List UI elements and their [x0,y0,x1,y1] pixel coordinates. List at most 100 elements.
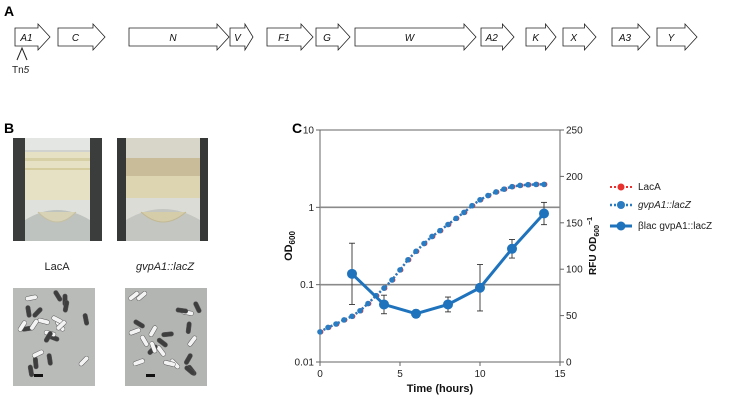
tn5-label: Tn5 [12,65,30,76]
x-tick-label: 10 [474,369,486,380]
blac-point [379,299,389,310]
gvpa1-point [365,300,371,307]
blac-point [411,308,421,319]
gvpa1-point [437,227,443,234]
gene-label-y: Y [668,33,676,44]
gene-y: Y [656,22,698,52]
gene-x: X [562,22,597,52]
y-tick-label: 1 [308,203,314,214]
gvpa1-point [381,285,387,292]
x-tick-label: 0 [317,369,323,380]
tube-photo-laca [13,138,102,241]
x-axis-ticks: 0 5 10 15 [317,362,566,380]
y2-axis-ticks: 0 50 100 150 200 250 [560,126,583,369]
gene-k: K [525,22,557,52]
gvpa1-point [341,317,347,323]
gvpa1-point [533,181,539,188]
gene-w: W [354,22,477,52]
y-tick-label: 0.01 [295,358,315,369]
gvpa1-point [349,313,355,320]
series-blac-line [347,201,549,319]
gvpa1-point [389,277,395,283]
legend-label-gvpa1: gvpA1::lacZ [638,200,692,211]
y2-axis-label: RFU OD600−1 [587,217,601,275]
y2-tick-label: 200 [566,172,583,183]
grid-lines [320,206,560,286]
y-axis-label: OD600 [283,231,297,261]
y-axis-ticks: 0.01 0.1 1 10 [295,126,320,369]
gene-label-n: N [169,33,177,44]
gvpa1-point [413,248,419,255]
blac-point [507,243,517,254]
gene-label-f1: F1 [278,33,290,44]
gvpa1-point [421,240,427,247]
blac-point [539,208,549,219]
panel-letter-c: C [292,120,302,136]
gvpa1-point [525,181,531,188]
micrograph-gvpa1 [125,288,207,386]
gvpa1-point [517,182,523,189]
gene-a3: A3 [611,22,651,52]
legend-entry-laca: LacA [610,182,661,193]
plot-frame [319,129,561,363]
tube-photo-gvpa1 [117,138,208,241]
gvpa1-point [429,233,435,240]
y2-tick-label: 50 [566,311,578,322]
series-od-lines [317,181,548,335]
gvpa1-point [397,267,403,273]
y2-tick-label: 0 [566,358,572,369]
legend-entry-blac: βlac gvpA1::lacZ [610,221,712,232]
gvpa1-point [445,221,451,228]
panel-letter-b: B [4,120,14,136]
y-tick-label: 0.1 [300,280,314,291]
y2-tick-label: 100 [566,265,583,276]
legend-entry-gvpa1: gvpA1::lacZ [610,200,692,211]
gene-label-v: V [234,33,242,44]
growth-chart: 0 5 10 15 0.01 0.1 1 10 0 50 100 150 200 250 Time (… [283,126,601,396]
gene-operon: A1 C N V F1 G W A2 K X A3 Y [14,22,698,52]
gene-label-x: X [569,33,577,44]
blac-point [475,282,485,293]
gvpa1-point [453,215,459,222]
legend-label-blac: βlac gvpA1::lacZ [638,221,712,232]
x-tick-label: 15 [554,369,566,380]
y2-tick-label: 150 [566,218,583,229]
gene-g: G [315,22,351,52]
gene-label-g: G [323,33,331,44]
gvpa1-point [541,181,547,188]
gene-label-w: W [405,33,416,44]
gvpa1-point [469,202,475,209]
gvpa1-point [357,307,363,314]
x-tick-label: 5 [397,369,403,380]
gvpa1-point [477,197,483,203]
gvpa1-point [493,189,499,195]
gvpa1-point [325,324,331,331]
gene-label-a2: A2 [485,33,499,44]
gvpa1-point [317,329,323,335]
gvpa1-point [333,321,339,327]
photo-label-gvpa1: gvpA1::lacZ [136,261,195,273]
y-tick-label: 10 [303,126,315,137]
gene-label-k: K [532,33,540,44]
blac-point [443,299,453,310]
gene-v: V [229,22,254,52]
gene-label-a1: A1 [19,33,32,44]
gene-n: N [128,22,230,52]
panel-letter-a: A [4,3,14,19]
legend-label-laca: LacA [638,182,661,193]
gvpa1-point [405,256,411,263]
gvpa1-point [485,192,491,199]
gene-f1: F1 [266,22,314,52]
gene-a2: A2 [480,22,515,52]
gvpa1-point [501,186,507,192]
gene-label-c: C [72,33,80,44]
micrograph-laca [13,288,95,386]
chart-legend: LacA gvpA1::lacZ βlac gvpA1::lacZ [610,182,712,232]
x-axis-label: Time (hours) [407,383,474,395]
blac-point [347,268,357,279]
gene-a1: A1 [14,22,51,52]
photo-label-laca: LacA [44,261,70,273]
gvpa1-point [461,209,467,216]
y2-tick-label: 250 [566,126,583,137]
